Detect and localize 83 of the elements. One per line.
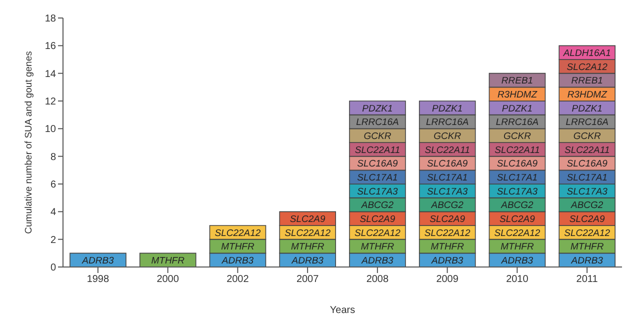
text: SLC16A9 (566, 158, 608, 170)
series-label: SLC22A12 (214, 228, 262, 239)
text: SLC16A9 (496, 158, 538, 170)
series-label: SLC2A12 (566, 62, 608, 73)
text: PDZK1 (432, 103, 463, 114)
series-label: SLC17A1 (357, 172, 398, 184)
text: ABCG2 (431, 200, 464, 212)
text: SLC16A9 (427, 158, 468, 170)
y-tick-label: 0 (50, 262, 56, 274)
text: SLC17A3 (496, 186, 538, 198)
text: LRRC16A (496, 117, 539, 128)
text: SLC22A12 (284, 228, 331, 239)
y-tick-label: 2 (50, 234, 56, 246)
text: MTHFR (151, 255, 184, 266)
text: ADRB3 (501, 255, 534, 266)
x-tick-label: 1998 (86, 274, 110, 286)
text: SLC2A9 (360, 214, 396, 225)
y-axis-title: Cumulative number of SUA and gout genes (23, 50, 34, 234)
x-tick-label: 2010 (506, 274, 529, 286)
series-label: SLC17A3 (357, 186, 399, 198)
text: SLC22A12 (494, 228, 540, 239)
text: LRRC16A (426, 117, 469, 128)
text: SLC17A1 (496, 172, 538, 184)
text: ADRB3 (362, 255, 394, 266)
x-axis-title: Years (330, 305, 356, 316)
y-tick-label: 8 (50, 152, 56, 163)
text: SLC22A12 (354, 228, 400, 239)
text: SLC17A1 (566, 172, 608, 184)
text: ABCG2 (571, 200, 604, 212)
text: SLC2A9 (500, 214, 535, 225)
x-tick-label: 2008 (366, 274, 389, 286)
series-label: R3HDMZ (497, 89, 538, 100)
y-tick-label: 14 (44, 68, 56, 80)
y-tick-label: 16 (44, 41, 56, 52)
series-label: MTHFR (221, 242, 254, 253)
y-tick-label: 10 (44, 124, 56, 136)
text: SLC17A3 (427, 186, 468, 198)
text: MTHFR (290, 242, 324, 253)
y-tick-label: 12 (44, 96, 56, 108)
x-tick-label: 2011 (576, 274, 598, 286)
text: GCKR (573, 130, 601, 142)
y-tick-label: 6 (50, 180, 56, 191)
text: PDZK1 (502, 103, 533, 114)
series-label: SLC22A11 (354, 144, 400, 156)
text: MTHFR (360, 242, 394, 253)
text: ADRB3 (571, 255, 603, 266)
series-label: SLC16A9 (357, 158, 399, 170)
text: RREB1 (571, 76, 603, 87)
text: SLC17A3 (566, 186, 608, 198)
x-tick-label: 2000 (156, 274, 180, 286)
text: MTHFR (430, 242, 464, 253)
text: ADRB3 (222, 255, 254, 266)
text: ADRB3 (432, 255, 464, 266)
series-label: ALDH16A1 (562, 48, 611, 59)
text: GCKR (434, 130, 462, 142)
series-label: SLC2A9 (290, 214, 326, 225)
text: SLC2A9 (430, 214, 466, 225)
text: SLC22A12 (424, 228, 470, 239)
text: LRRC16A (566, 117, 609, 128)
series-label: ADRB3 (81, 255, 115, 266)
series-label: LRRC16A (356, 117, 399, 128)
text: SLC22A12 (564, 228, 610, 239)
series-label: ABCG2 (360, 200, 394, 212)
y-tick-label: 18 (44, 14, 56, 25)
text: R3HDMZ (567, 89, 607, 100)
x-tick-label: 2009 (436, 274, 459, 286)
text: ADRB3 (292, 255, 324, 266)
text: PDZK1 (572, 103, 602, 114)
series-label: GCKR (364, 130, 392, 142)
text: MTHFR (570, 242, 604, 253)
series-label: PDZK1 (362, 103, 393, 114)
text: ABCG2 (501, 200, 534, 212)
x-tick-label: 2002 (226, 274, 250, 286)
text: SLC22A11 (424, 144, 470, 156)
text: SLC22A11 (564, 144, 610, 156)
x-tick-label: 2007 (296, 274, 320, 286)
text: SLC17A1 (427, 172, 468, 184)
text: MTHFR (500, 242, 534, 253)
text: SLC2A9 (569, 214, 605, 225)
series-label: RREB1 (501, 76, 534, 87)
text: SLC22A11 (494, 144, 540, 156)
y-tick-label: 4 (50, 207, 56, 218)
text: GCKR (504, 130, 531, 142)
